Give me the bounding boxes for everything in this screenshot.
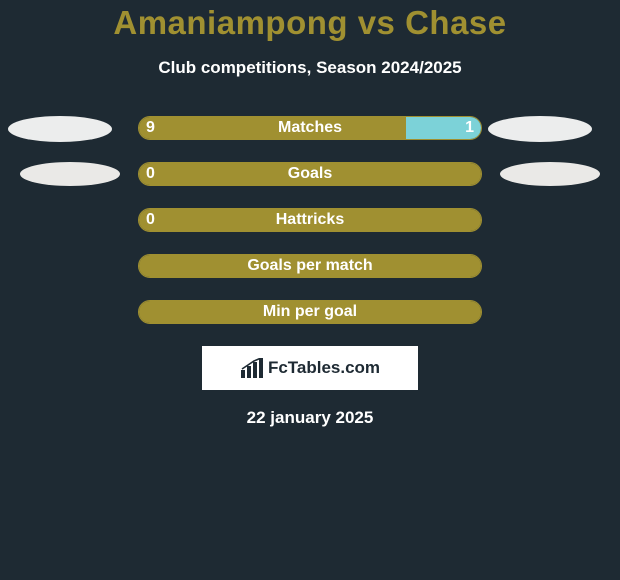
stat-bar-left-fill [139,301,481,323]
stat-bar-row: Goals per match [138,254,482,278]
stat-bar-left-fill [139,117,406,139]
stat-bar-left-fill [139,163,481,185]
stat-bar-row: Min per goal [138,300,482,324]
stat-bar-left-fill [139,255,481,277]
player-right-ellipse-1 [488,116,592,142]
stat-bar-left-value: 0 [146,162,155,186]
stat-bar-track [138,254,482,278]
logo-text: FcTables.com [268,358,380,378]
stat-bar-row: Matches91 [138,116,482,140]
player-left-ellipse-1 [8,116,112,142]
stat-bar-left-value: 9 [146,116,155,140]
stat-bar-track [138,208,482,232]
logo-box: FcTables.com [202,346,418,390]
player-right-ellipse-2 [500,162,600,186]
stat-bar-track [138,116,482,140]
stat-bar-left-fill [139,209,481,231]
stat-bar-row: Goals0 [138,162,482,186]
infographic-container: Amaniampong vs Chase Club competitions, … [0,0,620,428]
chart-icon [240,358,264,378]
player-left-ellipse-2 [20,162,120,186]
date-label: 22 january 2025 [0,408,620,428]
stat-bar-left-value: 0 [146,208,155,232]
stat-bar-track [138,300,482,324]
subtitle: Club competitions, Season 2024/2025 [0,58,620,78]
stat-bar-track [138,162,482,186]
stat-bar-row: Hattricks0 [138,208,482,232]
bars-area: Matches91Goals0Hattricks0Goals per match… [0,116,620,324]
stat-bar-right-value: 1 [465,116,474,140]
page-title: Amaniampong vs Chase [0,4,620,42]
